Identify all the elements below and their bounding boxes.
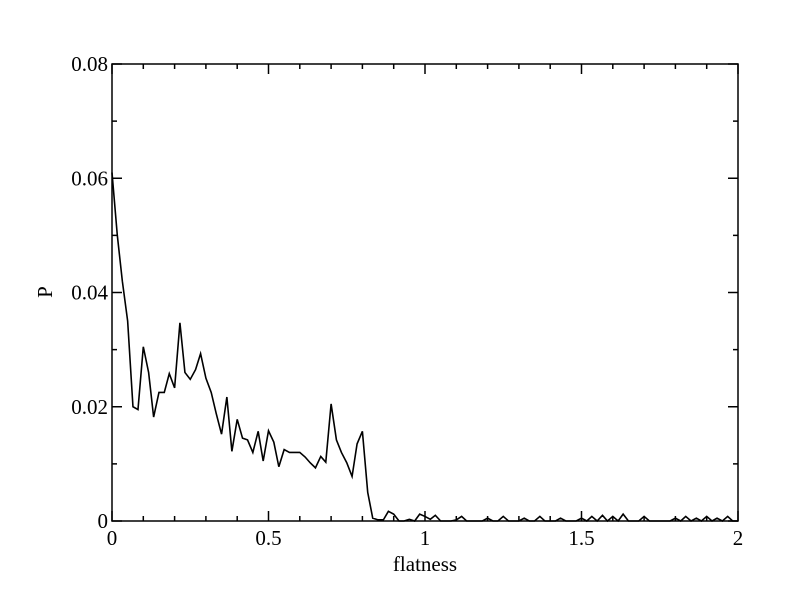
x-axis-label: flatness xyxy=(393,552,457,576)
y-tick-label: 0.06 xyxy=(71,166,108,190)
x-tick-labels: 0 0.5 1 1.5 2 xyxy=(107,526,744,550)
x-tick-label: 1.5 xyxy=(568,526,594,550)
tick-marks xyxy=(111,63,739,522)
y-tick-label: 0.04 xyxy=(71,281,108,305)
series-line xyxy=(111,172,738,523)
x-tick-label: 0.5 xyxy=(255,526,281,550)
x-tick-label: 1 xyxy=(420,526,431,550)
x-tick-label: 0 xyxy=(107,526,118,550)
plot-frame xyxy=(111,63,739,522)
x-tick-label: 2 xyxy=(733,526,744,550)
y-tick-labels: 0 0.02 0.04 0.06 0.08 xyxy=(71,52,108,533)
y-axis-label: P xyxy=(33,286,57,298)
y-tick-label: 0.08 xyxy=(71,52,108,76)
y-tick-label: 0 xyxy=(98,509,109,533)
y-tick-label: 0.02 xyxy=(71,395,108,419)
